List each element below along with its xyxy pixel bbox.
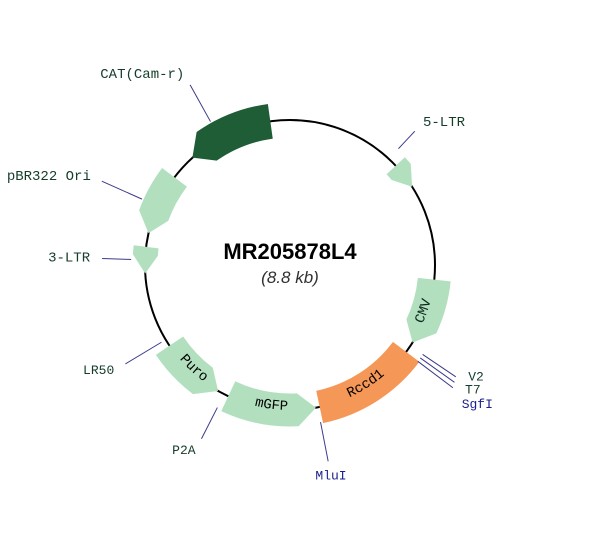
site-tick-v2 (423, 354, 456, 376)
site-tick-p2a (201, 408, 217, 439)
plasmid-name: MR205878L4 (223, 239, 357, 264)
site-label-sgfi: SgfI (462, 397, 493, 412)
site-tick-mlui (321, 422, 329, 461)
plasmid-size: (8.8 kb) (261, 268, 319, 287)
site-label-t7: T7 (465, 382, 481, 397)
site-tick-sgfi (418, 361, 453, 387)
site-label-p2a: P2A (172, 443, 196, 458)
feature-label-3-ltr: 3-LTR (48, 251, 91, 267)
site-tick-t7 (420, 358, 454, 382)
leader-3-ltr (102, 258, 131, 259)
site-tick-lr50 (125, 342, 161, 364)
site-label-lr50: LR50 (83, 363, 114, 378)
feature-label-pbr322ori: pBR322 Ori (7, 169, 91, 185)
leader-pbr322ori (102, 181, 142, 199)
site-label-mlui: MluI (315, 468, 346, 483)
feature-cat (193, 105, 272, 161)
leader-5-ltr (398, 131, 414, 149)
feature-3-ltr (133, 246, 158, 273)
feature-label-cat: CAT(Cam-r) (100, 67, 184, 83)
feature-label-5-ltr: 5-LTR (423, 115, 466, 131)
feature-pbr322ori (140, 169, 187, 233)
leader-cat (190, 85, 210, 122)
